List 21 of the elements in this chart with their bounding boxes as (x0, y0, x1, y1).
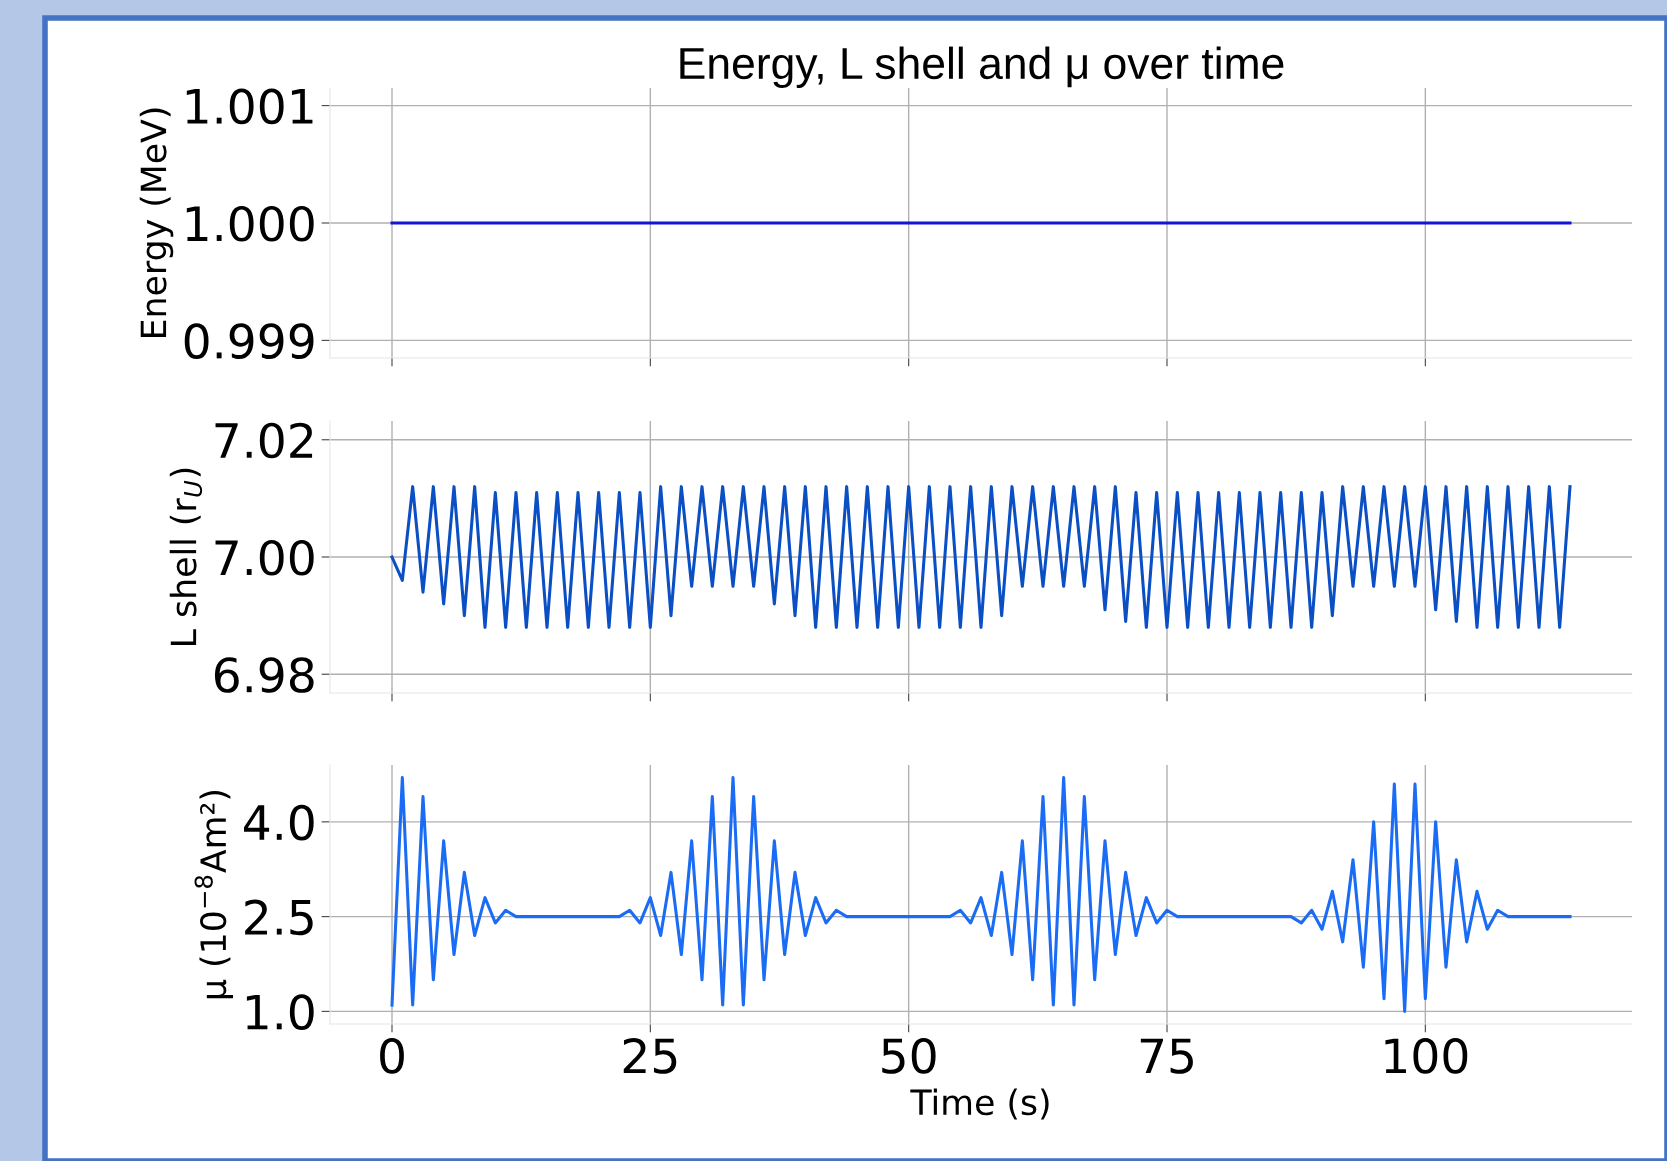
x-tick-label: 50 (882, 1038, 936, 1074)
line-series (390, 485, 1572, 629)
chart-title: Energy, L shell and μ over time (680, 46, 1284, 88)
x-tick-label: 100 (1385, 1038, 1468, 1074)
y-tick-label: 1.0 (246, 994, 314, 1030)
y-tick-label: 1.000 (186, 205, 314, 242)
y-tick-label: 4.0 (244, 804, 314, 841)
x-axis-title: Time (s) (910, 1088, 1049, 1120)
line-series (390, 776, 1572, 1013)
y-axis-title: L shell (r$_{U}$) (169, 468, 203, 645)
y-axis-title: μ (10$^{−8}$Am²) (194, 791, 234, 999)
y-tick-label: 0.999 (184, 323, 314, 359)
x-tick-label: 0 (380, 1038, 404, 1074)
y-axis-title: Energy (MeV) (139, 108, 174, 337)
x-tick-label: 75 (1140, 1038, 1193, 1074)
y-tick-label: 7.00 (215, 539, 314, 576)
y-tick-label: 7.02 (215, 422, 313, 459)
y-tick-label: 6.98 (214, 657, 314, 693)
y-tick-label: 2.5 (245, 899, 313, 936)
x-tick-label: 25 (623, 1038, 677, 1074)
y-tick-label: 1.001 (186, 88, 313, 125)
